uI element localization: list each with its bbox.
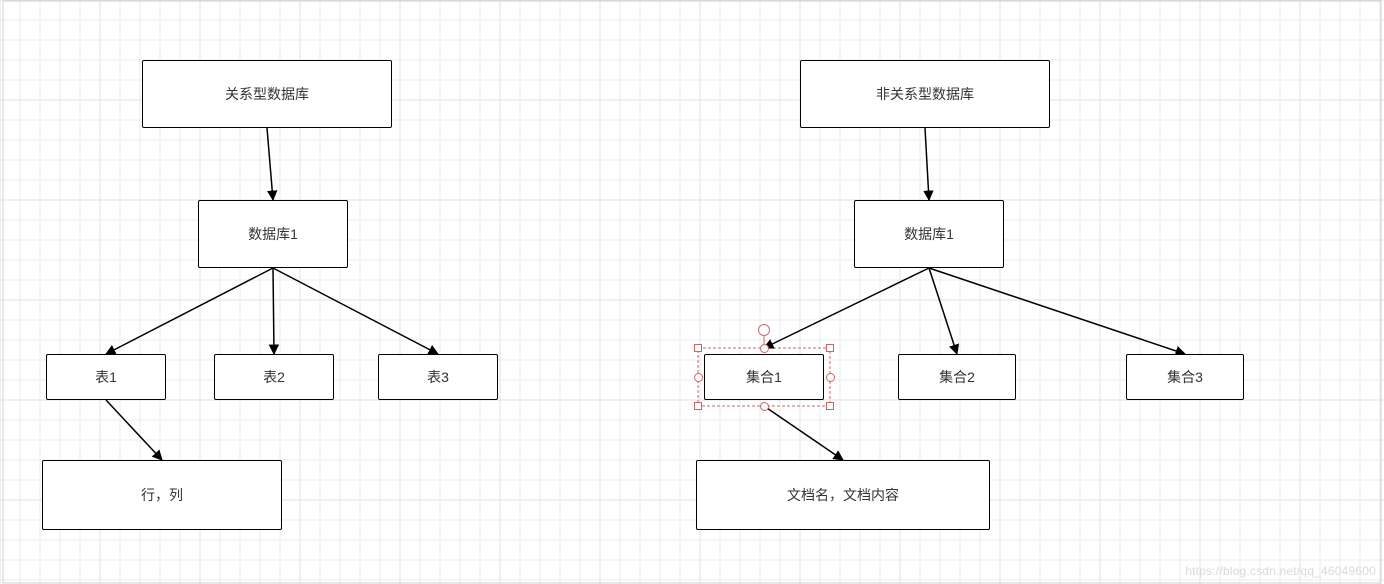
node-label: 表2 (263, 367, 285, 387)
edge-coll1-doc (764, 406, 843, 460)
node-db1_left[interactable]: 数据库1 (198, 200, 348, 268)
node-coll3[interactable]: 集合3 (1126, 354, 1244, 400)
connection-point[interactable] (760, 402, 769, 411)
node-rowcol[interactable]: 行，列 (42, 460, 282, 530)
node-label: 表1 (95, 367, 117, 387)
node-label: 集合2 (939, 367, 975, 387)
node-rel_db[interactable]: 关系型数据库 (142, 60, 392, 128)
node-label: 集合3 (1167, 367, 1203, 387)
node-label: 表3 (427, 367, 449, 387)
node-nosql_db[interactable]: 非关系型数据库 (800, 60, 1050, 128)
node-label: 非关系型数据库 (876, 84, 974, 104)
node-coll2[interactable]: 集合2 (898, 354, 1016, 400)
edge-db1_right-coll1 (764, 268, 929, 348)
node-label: 文档名，文档内容 (787, 485, 899, 505)
connection-point[interactable] (694, 373, 703, 382)
node-tbl2[interactable]: 表2 (214, 354, 334, 400)
selection-handle[interactable] (826, 344, 834, 352)
node-label: 集合1 (746, 367, 782, 387)
node-coll1[interactable]: 集合1 (704, 354, 824, 400)
edge-db1_left-tbl1 (106, 268, 273, 354)
edge-db1_right-coll3 (929, 268, 1185, 354)
edge-db1_left-tbl3 (273, 268, 438, 354)
node-label: 数据库1 (904, 224, 954, 244)
connection-point[interactable] (826, 373, 835, 382)
connection-point[interactable] (760, 344, 769, 353)
node-tbl1[interactable]: 表1 (46, 354, 166, 400)
node-db1_right[interactable]: 数据库1 (854, 200, 1004, 268)
selection-handle[interactable] (826, 402, 834, 410)
node-tbl3[interactable]: 表3 (378, 354, 498, 400)
edge-rel_db-db1_left (267, 128, 273, 200)
diagram-canvas[interactable]: 关系型数据库数据库1 表1 表2 表3 行，列 非关系型数据库数据库1 集合1 集合2 集合3 文… (0, 0, 1384, 584)
node-label: 行，列 (141, 485, 183, 505)
watermark: https://blog.csdn.net/qq_46049600 (1185, 564, 1376, 578)
rotate-handle[interactable] (758, 324, 770, 336)
edge-db1_right-coll2 (929, 268, 957, 354)
edge-nosql_db-db1_right (925, 128, 929, 200)
selection-handle[interactable] (694, 402, 702, 410)
selection-handle[interactable] (694, 344, 702, 352)
node-doc[interactable]: 文档名，文档内容 (696, 460, 990, 530)
edge-tbl1-rowcol (106, 400, 162, 460)
node-label: 数据库1 (248, 224, 298, 244)
edge-db1_left-tbl2 (273, 268, 274, 354)
node-label: 关系型数据库 (225, 84, 309, 104)
